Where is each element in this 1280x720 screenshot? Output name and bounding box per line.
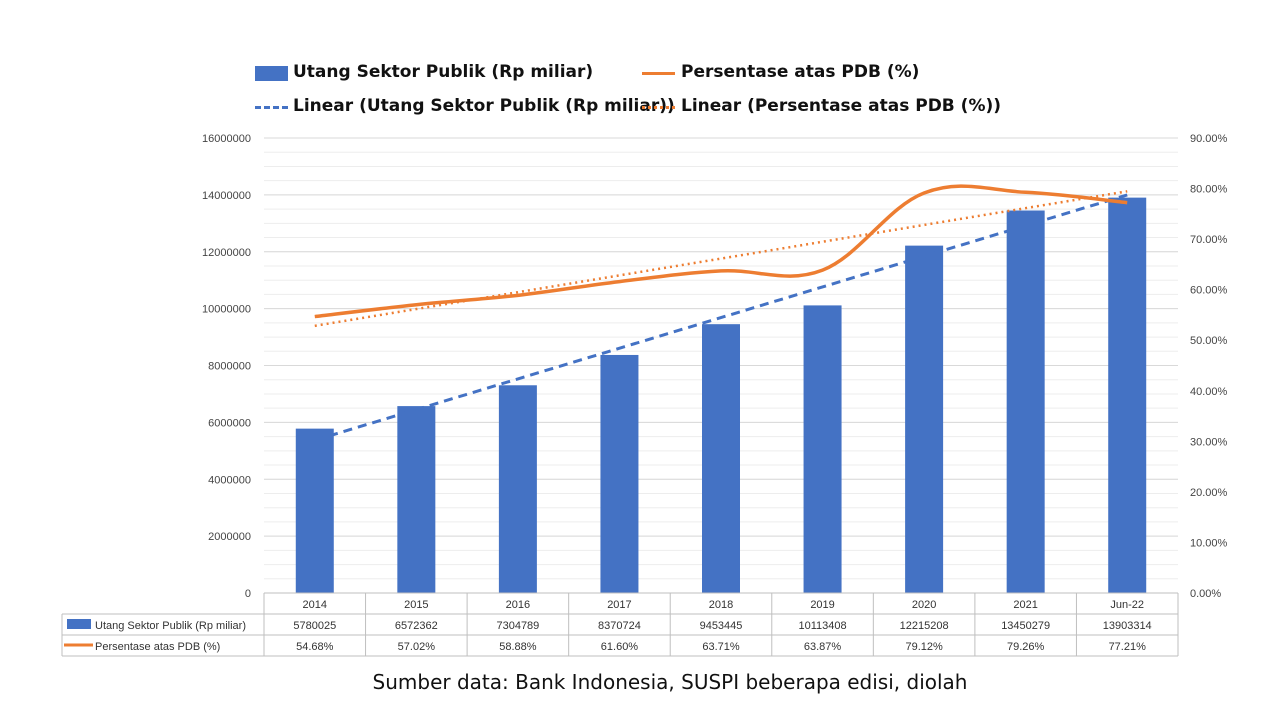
- left-axis-tick-label: 6000000: [208, 417, 251, 429]
- table-cell-line-value: 79.26%: [1007, 641, 1045, 653]
- left-axis-tick-label: 16000000: [202, 133, 251, 145]
- legend-label-bar-trend: Linear (Utang Sektor Publik (Rp miliar)): [293, 96, 675, 116]
- right-axis-tick-label: 90.00%: [1190, 133, 1228, 145]
- left-axis-tick-label: 10000000: [202, 304, 251, 316]
- source-note: Sumber data: Bank Indonesia, SUSPI beber…: [372, 670, 968, 694]
- table-cell-bar-value: 9453445: [700, 620, 743, 632]
- table-cell-line-value: 77.21%: [1109, 641, 1147, 653]
- bar: [905, 245, 944, 594]
- table-cell-bar-value: 7304789: [496, 620, 539, 632]
- table-cell-line-value: 57.02%: [398, 641, 436, 653]
- x-axis-category-label: 2021: [1013, 599, 1037, 611]
- bar: [397, 406, 436, 593]
- left-axis-tick-label: 8000000: [208, 361, 251, 373]
- right-axis-tick-label: 40.00%: [1190, 386, 1228, 398]
- x-axis-category-label: 2018: [709, 599, 733, 611]
- table-cell-bar-value: 6572362: [395, 620, 438, 632]
- table-cell-bar-value: 13903314: [1103, 620, 1152, 632]
- right-axis-tick-label: 20.00%: [1190, 487, 1228, 499]
- right-axis-tick-label: 80.00%: [1190, 184, 1228, 196]
- table-row-label-bar: Utang Sektor Publik (Rp miliar): [95, 620, 246, 632]
- bar: [295, 428, 334, 593]
- bar: [498, 385, 537, 593]
- legend-swatch-bar: [255, 66, 288, 81]
- bar: [1108, 197, 1147, 593]
- left-axis-tick-label: 4000000: [208, 474, 251, 486]
- table-cell-line-value: 58.88%: [499, 641, 537, 653]
- right-axis-tick-label: 30.00%: [1190, 436, 1228, 448]
- table-cell-bar-value: 10113408: [798, 620, 846, 632]
- x-axis-category-label: 2019: [810, 599, 834, 611]
- x-axis-category-label: 2014: [303, 599, 327, 611]
- legend-swatch-line: [642, 72, 675, 75]
- table-cell-line-value: 79.12%: [905, 641, 943, 653]
- table-legend-key-bar: [67, 619, 91, 629]
- bar-trendline: [314, 193, 1128, 442]
- legend-swatch-bar-trend: [255, 106, 288, 109]
- right-axis-tick-label: 70.00%: [1190, 234, 1228, 246]
- left-axis-tick-label: 12000000: [202, 247, 251, 259]
- x-axis-category-label: 2016: [506, 599, 530, 611]
- right-axis-tick-label: 10.00%: [1190, 537, 1228, 549]
- table-cell-bar-value: 8370724: [598, 620, 641, 632]
- table-row-label-line: Persentase atas PDB (%): [95, 641, 220, 653]
- right-axis-tick-label: 0.00%: [1190, 588, 1221, 600]
- left-axis-tick-label: 2000000: [208, 531, 251, 543]
- legend-label-bar: Utang Sektor Publik (Rp miliar): [293, 62, 594, 82]
- left-axis-tick-label: 14000000: [202, 190, 251, 202]
- bar: [1006, 210, 1045, 593]
- legend-label-line-trend: Linear (Persentase atas PDB (%)): [681, 96, 1002, 116]
- bar: [702, 324, 740, 593]
- x-axis-category-label: Jun-22: [1110, 599, 1144, 611]
- x-axis-category-label: 2020: [912, 599, 936, 611]
- x-axis-category-label: 2017: [607, 599, 631, 611]
- bar: [600, 354, 639, 593]
- table-cell-line-value: 63.87%: [804, 641, 842, 653]
- right-axis-tick-label: 50.00%: [1190, 335, 1228, 347]
- table-cell-line-value: 63.71%: [702, 641, 740, 653]
- table-cell-bar-value: 13450279: [1001, 620, 1050, 632]
- line-trendline: [314, 190, 1128, 328]
- table-cell-line-value: 54.68%: [296, 641, 334, 653]
- table-cell-bar-value: 12215208: [900, 620, 949, 632]
- table-cell-line-value: 61.60%: [601, 641, 639, 653]
- left-axis-tick-label: 0: [245, 588, 251, 600]
- x-axis-category-label: 2015: [404, 599, 428, 611]
- legend-label-line: Persentase atas PDB (%): [681, 62, 920, 82]
- bar: [803, 305, 842, 593]
- right-axis-tick-label: 60.00%: [1190, 285, 1228, 297]
- legend-swatch-line-trend: [642, 106, 675, 109]
- line-series: [314, 184, 1128, 319]
- table-cell-bar-value: 5780025: [293, 620, 336, 632]
